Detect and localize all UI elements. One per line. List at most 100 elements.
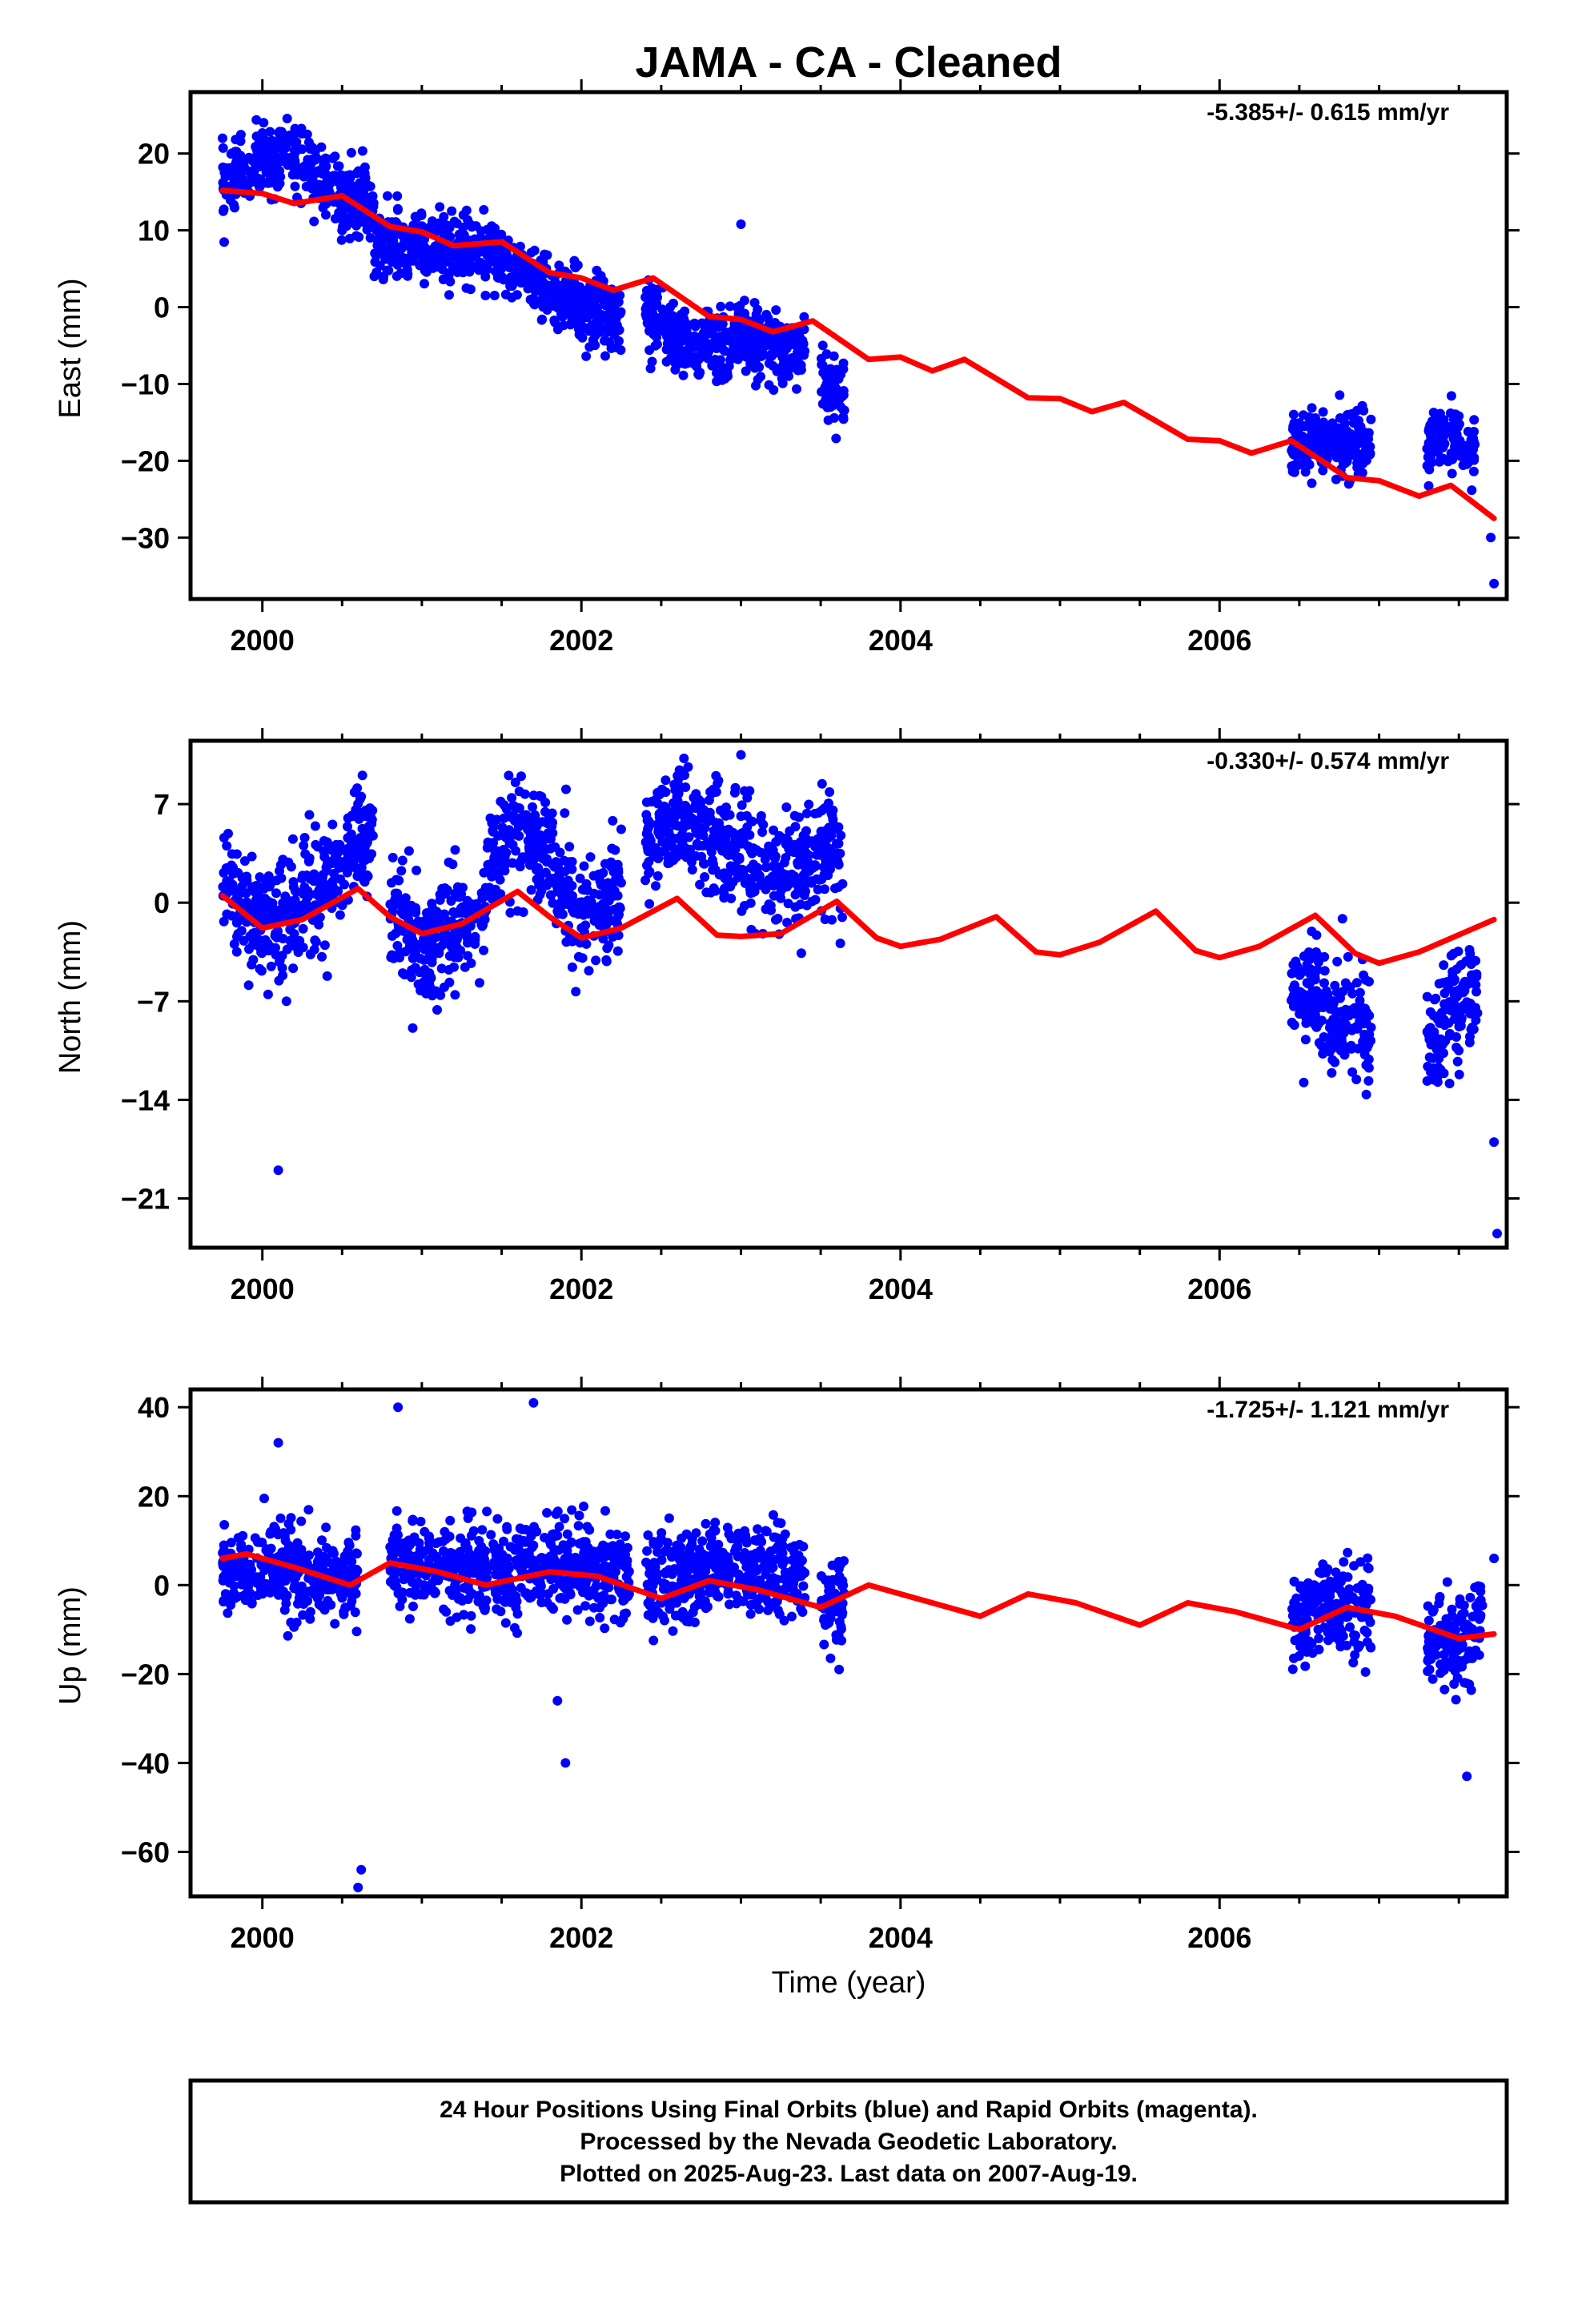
up-data-point — [605, 1594, 616, 1605]
north-data-point — [1307, 968, 1317, 979]
up-data-point — [321, 1522, 331, 1533]
north-y-tick-label: 0 — [154, 887, 170, 919]
east-data-point — [838, 414, 849, 424]
north-data-point — [1339, 1027, 1349, 1038]
north-data-point — [253, 892, 263, 903]
east-data-point — [1447, 468, 1457, 479]
north-data-point — [1444, 1079, 1455, 1088]
east-data-point — [1298, 410, 1308, 420]
up-data-point — [292, 1550, 303, 1560]
north-data-point — [504, 770, 514, 781]
north-data-point — [290, 895, 300, 905]
up-data-point — [390, 1546, 400, 1555]
north-data-point — [665, 817, 676, 827]
up-data-point — [296, 1581, 307, 1591]
east-data-point — [1468, 466, 1479, 476]
north-data-point — [579, 861, 589, 871]
east-data-point — [529, 245, 540, 255]
east-data-point — [564, 306, 575, 316]
north-data-point — [773, 914, 783, 923]
north-data-point — [652, 870, 663, 881]
north-data-point — [1363, 1054, 1374, 1064]
north-data-point — [298, 923, 308, 934]
east-data-point — [1358, 450, 1368, 460]
east-data-point — [259, 155, 270, 166]
north-data-point — [1468, 1022, 1477, 1032]
east-data-point — [600, 336, 609, 346]
north-data-point — [300, 849, 311, 859]
east-data-point — [266, 162, 275, 172]
north-data-point — [827, 915, 837, 925]
north-data-point — [311, 937, 321, 947]
east-data-point — [792, 384, 801, 394]
north-data-point — [310, 900, 320, 911]
north-data-point — [698, 858, 709, 869]
east-data-point — [297, 129, 307, 139]
east-data-point — [1300, 467, 1311, 477]
east-data-point — [549, 316, 560, 325]
up-data-point — [444, 1548, 455, 1558]
north-data-point — [705, 887, 716, 898]
north-data-point — [292, 906, 303, 916]
up-data-point — [515, 1557, 525, 1567]
east-outlier-point — [1486, 533, 1496, 543]
east-data-point — [305, 171, 315, 182]
north-data-point — [756, 815, 766, 826]
north-data-point — [407, 937, 417, 947]
up-data-point — [595, 1602, 604, 1613]
up-data-point — [643, 1530, 653, 1540]
north-data-point — [1319, 978, 1329, 988]
north-data-point — [505, 907, 516, 918]
east-data-point — [332, 161, 343, 171]
east-x-tick-label: 2002 — [549, 624, 613, 657]
north-data-point — [408, 953, 418, 963]
east-data-point — [251, 115, 262, 125]
north-data-point — [301, 898, 311, 907]
east-data-point — [1460, 458, 1470, 468]
north-data-point — [651, 881, 661, 891]
up-data-point — [596, 1591, 606, 1602]
up-rate-label: -1.725+/- 1.121 mm/yr — [1207, 1397, 1449, 1423]
east-data-point — [347, 209, 357, 219]
up-data-point — [420, 1546, 430, 1557]
up-data-point — [618, 1595, 628, 1606]
north-data-point — [239, 856, 250, 866]
up-data-point — [524, 1536, 534, 1546]
north-data-point — [244, 944, 254, 955]
east-data-point — [303, 155, 313, 165]
east-data-point — [831, 433, 841, 444]
up-data-point — [235, 1566, 246, 1577]
north-data-point — [271, 928, 281, 939]
north-data-point — [679, 842, 689, 852]
east-x-tick-label: 2000 — [231, 624, 295, 657]
north-data-point — [536, 879, 546, 890]
east-data-point — [535, 273, 545, 283]
up-data-point — [600, 1506, 610, 1516]
up-data-point — [282, 1573, 292, 1583]
north-data-point — [515, 862, 525, 872]
north-data-point — [613, 867, 624, 878]
up-data-point — [560, 1514, 570, 1524]
up-data-point — [434, 1537, 444, 1547]
east-data-point — [785, 364, 795, 374]
east-data-point — [1299, 421, 1310, 432]
up-data-point — [395, 1601, 405, 1611]
north-data-point — [425, 950, 436, 960]
east-data-point — [739, 296, 749, 306]
east-data-point — [367, 191, 378, 202]
east-data-point — [575, 302, 585, 312]
east-data-point — [339, 212, 349, 223]
north-data-point — [266, 961, 276, 971]
east-data-point — [414, 243, 424, 253]
east-data-point — [416, 210, 427, 220]
north-data-point — [367, 815, 376, 825]
up-data-point — [460, 1538, 471, 1548]
up-data-point — [247, 1598, 257, 1609]
east-data-point — [1468, 432, 1478, 443]
north-data-point — [576, 923, 587, 933]
up-data-point — [330, 1618, 340, 1629]
up-data-point — [459, 1582, 469, 1593]
east-data-point — [659, 316, 669, 327]
up-data-points — [218, 1397, 1500, 1892]
east-data-point — [800, 346, 810, 356]
